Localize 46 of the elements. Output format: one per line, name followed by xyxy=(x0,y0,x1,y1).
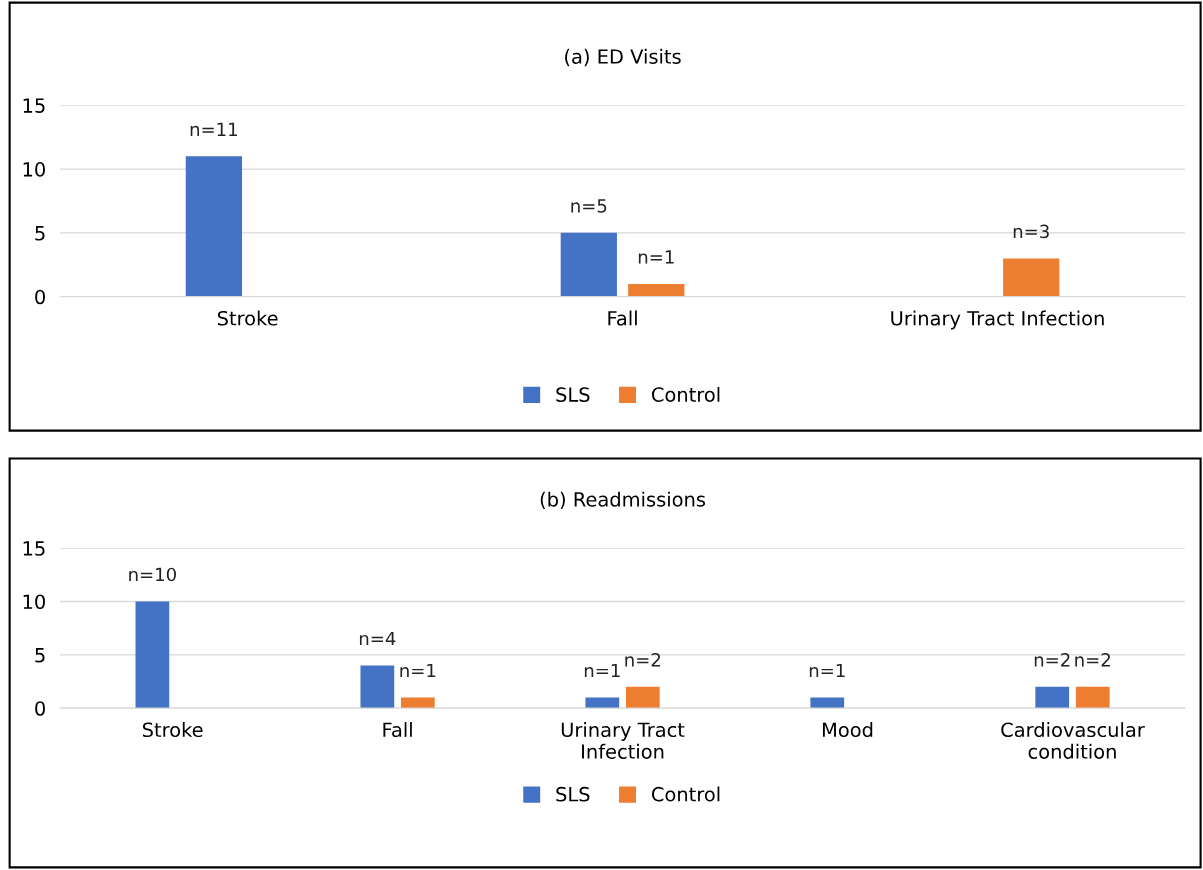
data-label: n=11 xyxy=(190,122,237,136)
x-tick-label: Stroke xyxy=(142,722,203,738)
y-tick-label: 10 xyxy=(23,162,45,177)
data-label: n=1 xyxy=(584,663,620,678)
y-tick-label: 0 xyxy=(35,289,45,305)
data-label: n=3 xyxy=(1013,224,1049,239)
data-label: n=2 xyxy=(1034,653,1070,667)
legend-label: SLS xyxy=(556,786,590,802)
x-tick-label: Mood xyxy=(822,722,873,738)
bar xyxy=(360,665,395,709)
bar xyxy=(810,697,845,709)
bar xyxy=(1075,686,1110,709)
data-label: n=1 xyxy=(400,663,436,678)
bar xyxy=(400,697,435,709)
bar xyxy=(135,601,170,709)
y-tick-label: 15 xyxy=(23,98,45,113)
bar xyxy=(560,232,617,297)
y-tick-label: 5 xyxy=(35,648,45,663)
legend-label: SLS xyxy=(556,387,590,402)
y-tick-label: 15 xyxy=(23,541,45,556)
data-label: n=2 xyxy=(1075,653,1110,667)
x-tick-label: Fall xyxy=(383,722,412,738)
x-tick-label: Urinary Tract Infection xyxy=(891,310,1104,330)
bar xyxy=(585,697,620,709)
x-tick-label: Cardiovascular condition xyxy=(1001,722,1145,759)
data-label: n=4 xyxy=(359,631,396,646)
bar xyxy=(1035,686,1070,709)
x-tick-label: Stroke xyxy=(217,310,278,326)
data-label: n=1 xyxy=(809,663,845,678)
y-tick-label: 0 xyxy=(35,701,45,716)
x-tick-label: Urinary Tract Infection xyxy=(561,722,685,759)
bar xyxy=(185,156,242,297)
legend-label: Control xyxy=(651,386,720,402)
bar xyxy=(628,283,685,297)
legend-label: Control xyxy=(651,786,720,802)
data-label: n=1 xyxy=(638,250,674,264)
y-tick-label: 5 xyxy=(35,226,45,241)
data-label: n=10 xyxy=(129,567,176,582)
x-tick-label: Fall xyxy=(608,310,637,326)
y-tick-label: 10 xyxy=(23,594,45,610)
chart-title: (b) Readmissions xyxy=(540,491,706,509)
chart-title: (a) ED Visits xyxy=(565,48,681,67)
bar xyxy=(1003,258,1060,297)
data-label: n=2 xyxy=(625,653,661,667)
data-label: n=5 xyxy=(571,199,607,213)
bar xyxy=(625,686,660,709)
